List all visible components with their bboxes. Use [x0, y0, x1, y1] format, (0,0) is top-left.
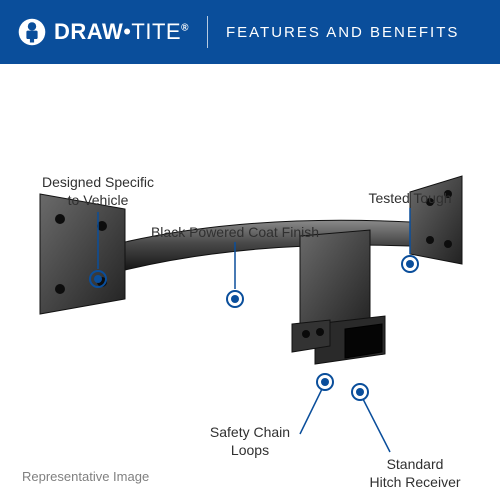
callout-dot-ring-safety-loops: [317, 374, 333, 390]
hitch-ball-icon: [18, 18, 46, 46]
left-bracket: [40, 194, 125, 314]
callout-label-designed: Designed Specificto Vehicle: [28, 174, 168, 209]
callout-dot-safety-loops: [321, 378, 329, 386]
callout-label-safety-loops: Safety ChainLoops: [190, 424, 310, 459]
brand-reg: ®: [181, 23, 189, 34]
footer-note: Representative Image: [22, 469, 149, 484]
header-divider: [207, 16, 208, 48]
callout-line-receiver: [363, 399, 390, 452]
header-subtitle: FEATURES AND BENEFITS: [226, 24, 459, 41]
brand-logo: DRAW•TITE®: [18, 18, 189, 46]
brand-tite: •TITE: [123, 19, 181, 44]
receiver-mount: [292, 230, 385, 364]
callout-dot-receiver: [356, 388, 364, 396]
callout-dot-ring-receiver: [352, 384, 368, 400]
header-bar: DRAW•TITE® FEATURES AND BENEFITS: [0, 0, 500, 64]
callout-label-receiver: StandardHitch Receiver: [350, 456, 480, 491]
callout-label-black-finish: Black Powered Coat Finish: [130, 224, 340, 242]
brand-draw: DRAW: [54, 19, 123, 44]
diagram-canvas: Representative Image Designed Specificto…: [0, 64, 500, 500]
callout-label-tested: Tested Tough: [350, 190, 470, 208]
brand-name: DRAW•TITE®: [54, 19, 189, 45]
